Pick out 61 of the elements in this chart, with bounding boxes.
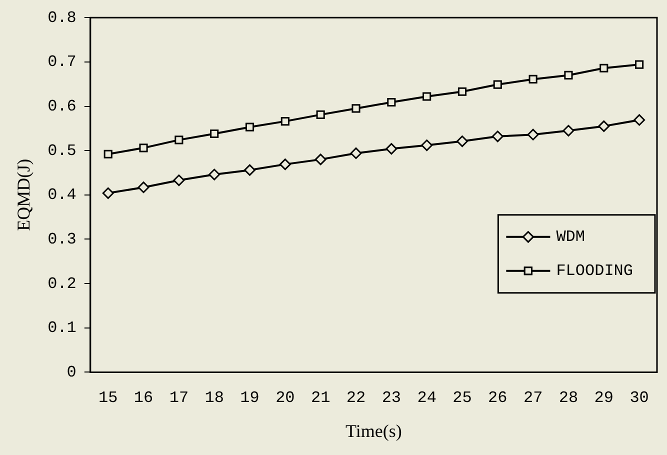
point [458, 87, 467, 96]
x-tick-label: 16 [134, 389, 154, 408]
point [635, 60, 644, 69]
y-tick-label: 0.4 [48, 186, 76, 204]
y-axis-title: EQMD(J) [14, 158, 34, 231]
y-tick-label: 0 [66, 363, 76, 382]
point [352, 104, 360, 113]
point [598, 120, 610, 132]
y-tick-label: 0.7 [48, 53, 76, 72]
point [174, 136, 184, 144]
x-tick-label: 29 [594, 389, 614, 408]
point [386, 143, 398, 155]
x-tick-label: 23 [382, 389, 402, 408]
legend-label: FLOODING [556, 262, 633, 280]
point [562, 124, 574, 136]
x-tick-label: 24 [417, 389, 436, 408]
legend-label: WDM [556, 228, 585, 246]
x-tick-label: 15 [98, 389, 118, 408]
y-tick-label: 0.5 [48, 142, 76, 160]
y-tick-label: 0.8 [48, 8, 76, 27]
point [350, 147, 362, 159]
point [316, 110, 325, 119]
point [634, 114, 646, 126]
point [210, 129, 219, 138]
x-tick-label: 27 [523, 389, 543, 408]
point [173, 174, 185, 186]
point [493, 80, 502, 89]
x-tick-label: 17 [169, 389, 189, 408]
x-tick-label: 21 [310, 389, 330, 408]
point [421, 140, 433, 152]
point [422, 92, 432, 101]
x-tick-label: 26 [488, 389, 508, 408]
point [208, 168, 220, 180]
point [528, 74, 538, 84]
point [138, 182, 150, 194]
x-tick-label: 20 [276, 389, 295, 408]
point [245, 122, 254, 132]
point [279, 158, 291, 170]
x-tick-label: 25 [452, 389, 472, 408]
x-tick-label: 19 [240, 389, 260, 408]
point [314, 154, 326, 166]
x-axis-title: Time(s) [346, 420, 402, 441]
y-tick-label: 0.3 [48, 230, 76, 248]
point [456, 136, 468, 148]
point [139, 144, 148, 152]
point [564, 70, 573, 80]
point [244, 164, 256, 176]
x-tick-label: 30 [630, 389, 649, 408]
y-tick-label: 0.6 [48, 97, 76, 116]
point [104, 150, 112, 158]
point [387, 98, 396, 107]
y-tick-label: 0.1 [48, 319, 76, 338]
x-tick-label: 22 [346, 389, 366, 408]
point [102, 187, 114, 199]
point [527, 128, 539, 140]
y-tick-label: 0.2 [48, 274, 76, 293]
point [492, 130, 504, 142]
x-tick-label: 28 [558, 389, 578, 408]
point [600, 64, 608, 72]
point [280, 117, 290, 126]
x-tick-label: 18 [204, 389, 224, 408]
